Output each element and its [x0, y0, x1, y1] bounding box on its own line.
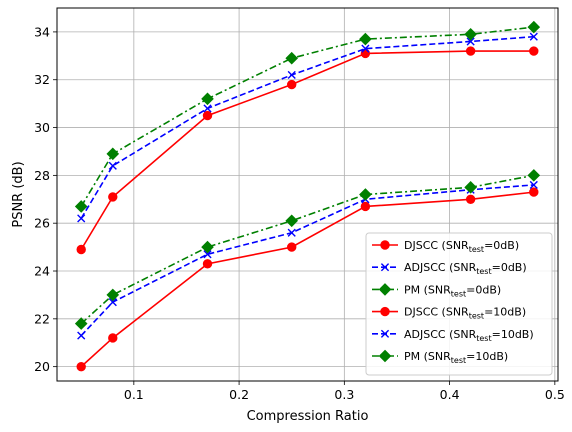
legend-marker — [380, 263, 390, 272]
series-group — [76, 46, 539, 255]
x-tick-label: 0.1 — [124, 387, 144, 402]
data-point — [76, 244, 86, 255]
data-point — [287, 70, 296, 80]
y-tick-label: 28 — [34, 168, 50, 183]
y-tick-label: 32 — [34, 72, 50, 87]
data-point — [529, 180, 538, 190]
data-point — [287, 228, 296, 237]
x-axis-label: Compression Ratio — [247, 409, 369, 424]
data-point — [360, 201, 371, 212]
data-point — [464, 27, 477, 41]
data-point — [527, 20, 541, 34]
data-point — [202, 110, 213, 121]
legend-label: PM (SNRtest=10dB) — [404, 350, 508, 365]
legend-marker — [378, 349, 392, 363]
data-point — [106, 147, 120, 161]
y-tick-label: 34 — [34, 24, 50, 39]
legend-item: DJSCC (SNRtest=0dB) — [372, 239, 519, 254]
legend-box — [365, 232, 553, 376]
data-point — [201, 92, 214, 106]
data-point — [285, 51, 299, 65]
data-point — [465, 46, 476, 56]
data-point — [466, 37, 475, 46]
data-point — [74, 200, 88, 213]
legend-label: DJSCC (SNRtest=10dB) — [404, 306, 526, 321]
legend: DJSCC (SNRtest=0dB) ADJSCC (SNRtest=0dB) P… — [365, 232, 553, 376]
y-tick-label: 20 — [34, 359, 50, 374]
legend-label: ADJSCC (SNRtest=0dB) — [404, 261, 527, 276]
data-point — [359, 188, 372, 201]
data-point — [106, 288, 120, 302]
axis-ticks: 0.1 0.2 0.3 0.4 0.5 20 22 24 26 28 30 32 34 — [34, 24, 565, 402]
legend-item: PM (SNRtest=0dB) — [372, 283, 501, 298]
data-point — [527, 169, 541, 182]
y-tick-label: 26 — [34, 216, 50, 231]
series-group — [77, 32, 538, 223]
data-point — [529, 187, 539, 197]
data-point — [202, 259, 213, 269]
data-point — [76, 361, 86, 372]
data-point — [287, 242, 297, 252]
legend-label: ADJSCC (SNRtest=10dB) — [404, 328, 534, 343]
y-axis-label: PSNR (dB) — [11, 161, 26, 227]
data-point — [287, 79, 297, 90]
legend-marker — [378, 283, 392, 296]
series-group — [74, 20, 541, 213]
data-point — [361, 44, 370, 53]
data-point — [359, 32, 372, 46]
data-point — [108, 192, 118, 202]
data-point — [108, 298, 117, 307]
legend-item: DJSCC (SNRtest=10dB) — [372, 306, 526, 321]
data-point — [108, 333, 118, 343]
legend-label: DJSCC (SNRtest=0dB) — [404, 239, 519, 254]
series-group — [74, 169, 541, 330]
legend-label: PM (SNRtest=0dB) — [404, 283, 501, 298]
data-point — [529, 32, 538, 41]
x-tick-label: 0.2 — [229, 387, 249, 402]
y-tick-label: 30 — [34, 120, 50, 135]
data-point — [77, 214, 86, 223]
data-point — [108, 161, 117, 170]
data-point — [203, 250, 212, 259]
plot-series — [74, 20, 541, 372]
data-point — [464, 181, 477, 194]
x-tick-label: 0.5 — [545, 387, 565, 402]
data-point — [201, 240, 214, 254]
x-tick-label: 0.3 — [334, 387, 354, 402]
data-point — [529, 46, 539, 56]
legend-item: ADJSCC (SNRtest=0dB) — [372, 261, 527, 276]
data-point — [74, 317, 88, 330]
data-point — [465, 194, 476, 204]
grid — [57, 8, 558, 381]
y-tick-label: 24 — [34, 264, 50, 279]
y-tick-label: 22 — [34, 311, 50, 326]
x-tick-label: 0.4 — [440, 387, 460, 402]
legend-marker — [380, 329, 390, 338]
data-point — [77, 331, 86, 340]
plot-frame — [56, 7, 559, 382]
data-point — [203, 104, 212, 113]
series-group — [76, 187, 539, 372]
legend-item: PM (SNRtest=10dB) — [372, 349, 508, 365]
data-point — [285, 214, 299, 228]
legend-marker — [380, 240, 390, 250]
legend-item: ADJSCC (SNRtest=10dB) — [372, 328, 534, 343]
legend-marker — [380, 306, 390, 317]
